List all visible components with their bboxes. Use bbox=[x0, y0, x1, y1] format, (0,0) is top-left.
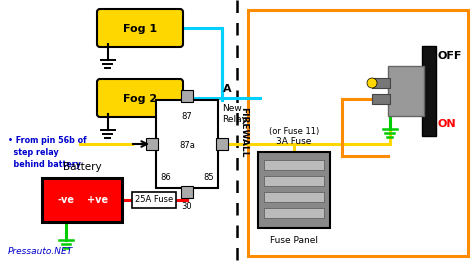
Text: 87a: 87a bbox=[179, 142, 195, 150]
Text: A: A bbox=[223, 84, 232, 94]
Text: 30: 30 bbox=[182, 202, 192, 211]
Text: 86: 86 bbox=[160, 173, 171, 182]
Text: -ve: -ve bbox=[57, 195, 74, 205]
Text: Fog 2: Fog 2 bbox=[123, 94, 157, 104]
FancyBboxPatch shape bbox=[97, 9, 183, 47]
Bar bbox=[42, 178, 122, 222]
Bar bbox=[422, 46, 436, 136]
Bar bbox=[216, 138, 228, 150]
Bar bbox=[372, 94, 390, 104]
Text: New: New bbox=[222, 104, 242, 113]
Text: 87: 87 bbox=[182, 112, 192, 121]
Text: Pressauto.NET: Pressauto.NET bbox=[8, 247, 73, 256]
Circle shape bbox=[367, 78, 377, 88]
Text: Fog 1: Fog 1 bbox=[123, 24, 157, 34]
Bar bbox=[264, 176, 324, 186]
Text: +ve: +ve bbox=[87, 195, 109, 205]
Bar bbox=[156, 100, 218, 188]
Text: • From pin 56b of: • From pin 56b of bbox=[8, 136, 87, 145]
Text: Battery: Battery bbox=[63, 162, 101, 172]
Bar bbox=[181, 90, 193, 102]
Text: behind battery: behind battery bbox=[8, 160, 81, 169]
Text: 25A Fuse: 25A Fuse bbox=[135, 196, 173, 205]
Bar bbox=[372, 78, 390, 88]
Text: 85: 85 bbox=[203, 173, 214, 182]
Bar bbox=[258, 152, 330, 228]
Text: 3A Fuse: 3A Fuse bbox=[276, 137, 312, 146]
Text: Fuse Panel: Fuse Panel bbox=[270, 236, 318, 245]
Bar bbox=[264, 208, 324, 218]
Text: step relay: step relay bbox=[8, 148, 59, 157]
Text: FIREWALL: FIREWALL bbox=[239, 107, 248, 157]
FancyBboxPatch shape bbox=[97, 79, 183, 117]
Bar bbox=[181, 186, 193, 198]
Bar bbox=[146, 138, 158, 150]
Text: (or Fuse 11): (or Fuse 11) bbox=[269, 127, 319, 136]
Bar bbox=[264, 160, 324, 170]
Bar bbox=[248, 10, 468, 256]
Text: Relay: Relay bbox=[222, 115, 247, 124]
Bar bbox=[388, 66, 424, 116]
Bar bbox=[132, 192, 176, 208]
Text: OFF: OFF bbox=[438, 51, 462, 61]
Text: ON: ON bbox=[438, 119, 456, 129]
Bar bbox=[264, 192, 324, 202]
